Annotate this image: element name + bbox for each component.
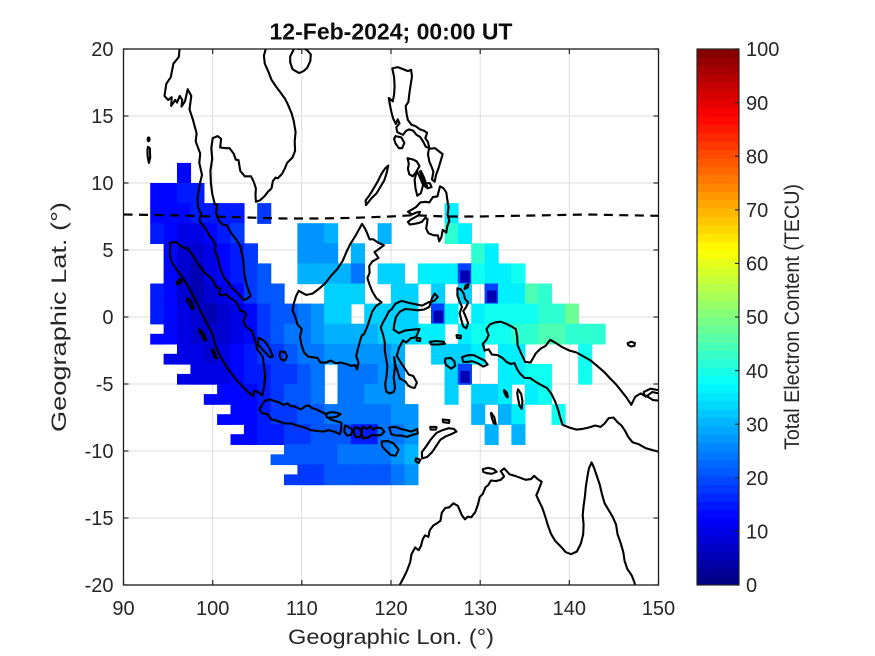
svg-text:140: 140 [553, 598, 586, 620]
svg-text:70: 70 [746, 200, 768, 222]
svg-text:-20: -20 [85, 575, 114, 597]
svg-text:20: 20 [91, 39, 113, 61]
svg-text:120: 120 [374, 598, 407, 620]
svg-text:10: 10 [91, 173, 113, 195]
svg-text:0: 0 [746, 575, 757, 597]
svg-text:50: 50 [746, 307, 768, 329]
svg-text:20: 20 [746, 468, 768, 490]
svg-text:100: 100 [196, 598, 229, 620]
svg-text:10: 10 [746, 522, 768, 544]
svg-text:110: 110 [286, 598, 318, 620]
svg-text:Total Electron Content (TECU): Total Electron Content (TECU) [781, 184, 804, 450]
svg-text:40: 40 [746, 361, 768, 383]
svg-text:-15: -15 [85, 508, 114, 530]
svg-text:80: 80 [746, 146, 768, 168]
svg-text:90: 90 [112, 598, 134, 620]
svg-text:15: 15 [91, 106, 113, 128]
svg-text:90: 90 [746, 93, 768, 115]
svg-text:150: 150 [642, 598, 675, 620]
svg-text:5: 5 [102, 240, 113, 262]
svg-text:-10: -10 [85, 441, 114, 463]
svg-text:12-Feb-2024; 00:00 UT: 12-Feb-2024; 00:00 UT [270, 19, 513, 45]
svg-text:0: 0 [102, 307, 113, 329]
svg-text:100: 100 [746, 39, 779, 61]
svg-text:-5: -5 [96, 374, 114, 396]
svg-text:30: 30 [746, 414, 768, 436]
svg-text:130: 130 [464, 598, 497, 620]
svg-text:Geographic Lat. (°): Geographic Lat. (°) [48, 202, 71, 432]
svg-text:60: 60 [746, 254, 768, 276]
svg-text:Geographic Lon. (°): Geographic Lon. (°) [288, 626, 494, 649]
